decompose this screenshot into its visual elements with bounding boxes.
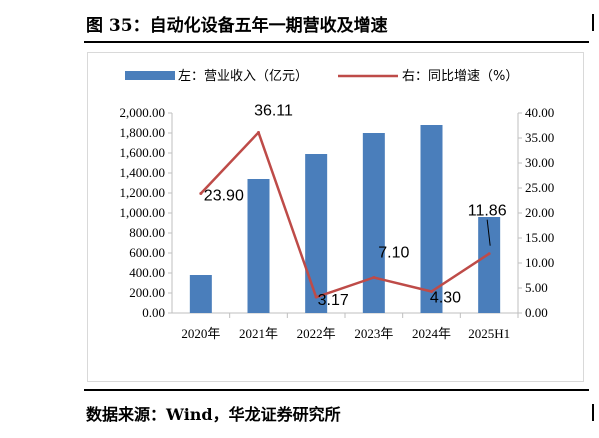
growth-point — [487, 252, 491, 256]
x-tick-label: 2020年 — [181, 326, 220, 341]
edge-fragment-top — [592, 14, 599, 31]
left-tick-label: 1,800.00 — [120, 125, 166, 140]
x-tick-label: 2025H1 — [468, 326, 510, 341]
label-leader-line — [486, 219, 491, 246]
left-tick-label: 1,000.00 — [120, 205, 166, 220]
growth-point — [257, 130, 260, 134]
growth-data-label: 11.86 — [468, 203, 507, 220]
x-tick-label: 2022年 — [297, 326, 336, 341]
bar-revenue — [189, 275, 212, 313]
left-tick-label: 400.00 — [129, 265, 165, 280]
figure-title: 图 35：自动化设备五年一期营收及增速 — [86, 16, 388, 36]
growth-line — [199, 131, 490, 299]
right-tick-label: 30.00 — [525, 155, 554, 170]
right-tick-label: 10.00 — [525, 255, 554, 270]
left-tick-label: 2,000.00 — [120, 105, 166, 120]
growth-point — [430, 290, 433, 293]
x-tick-label: 2023年 — [354, 326, 393, 341]
right-tick-label: 40.00 — [525, 105, 554, 120]
source-note: 数据来源：Wind，华龙证券研究所 — [86, 405, 341, 424]
bar-revenue — [305, 154, 328, 313]
chart-frame — [87, 52, 584, 382]
left-tick-label: 800.00 — [129, 225, 165, 240]
right-tick-label: 5.00 — [525, 280, 548, 295]
bar-revenue — [247, 179, 270, 313]
left-tick-label: 1,200.00 — [120, 185, 166, 200]
growth-data-label: 36.11 — [254, 102, 293, 119]
legend-bar-label: 左：营业收入（亿元） — [178, 69, 308, 84]
left-tick-label: 1,600.00 — [120, 145, 166, 160]
growth-data-label: 4.30 — [430, 290, 461, 307]
right-tick-label: 25.00 — [525, 180, 554, 195]
left-tick-label: 600.00 — [129, 245, 165, 260]
x-tick-label: 2024年 — [412, 326, 451, 341]
bar-revenue — [478, 217, 501, 313]
bar-revenue — [420, 125, 443, 313]
growth-data-label: 7.10 — [378, 245, 409, 262]
right-tick-label: 20.00 — [525, 205, 554, 220]
right-tick-label: 15.00 — [525, 230, 554, 245]
left-tick-label: 0.00 — [142, 305, 165, 320]
growth-point — [199, 192, 203, 195]
legend-bar-swatch — [125, 71, 175, 80]
left-tick-label: 1,400.00 — [120, 165, 166, 180]
right-tick-label: 35.00 — [525, 130, 554, 145]
growth-point — [372, 276, 376, 279]
growth-data-label: 3.17 — [318, 292, 349, 309]
left-tick-label: 200.00 — [129, 285, 165, 300]
right-tick-label: 0.00 — [525, 305, 548, 320]
growth-point — [314, 295, 318, 299]
top-rule — [84, 41, 589, 43]
bottom-rule — [84, 389, 589, 391]
growth-data-label: 23.90 — [204, 188, 244, 205]
bar-revenue — [362, 133, 385, 313]
legend-line-label: 右：同比增速（%） — [402, 69, 518, 84]
x-tick-label: 2021年 — [239, 326, 278, 341]
edge-fragment-bottom — [592, 404, 599, 421]
